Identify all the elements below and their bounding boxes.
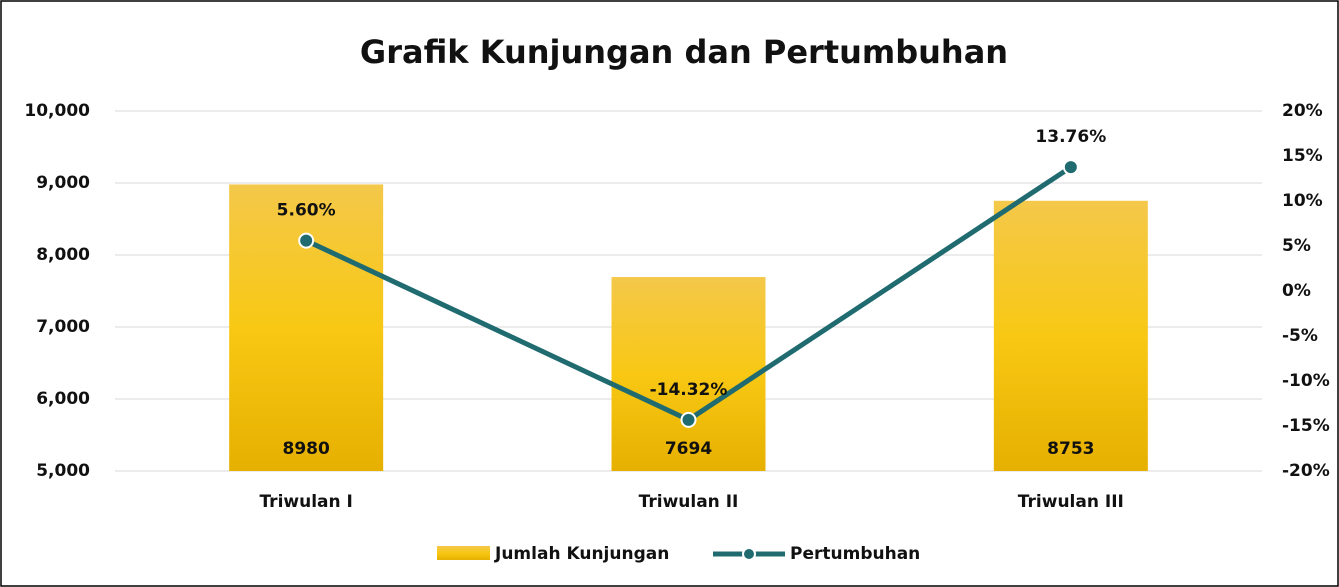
bar [611, 277, 766, 471]
legend-label: Pertumbuhan [790, 544, 920, 564]
y-tick-label: 9,000 [36, 173, 90, 193]
legend-swatch [437, 546, 490, 560]
y2-tick-label: 15% [1282, 146, 1323, 166]
y2-tick-label: -20% [1282, 461, 1330, 481]
line-marker [1062, 159, 1079, 176]
legend-swatch-marker [742, 547, 756, 561]
y2-tick-label: 5% [1282, 236, 1311, 256]
x-tick-label: Triwulan II [639, 492, 739, 512]
y2-tick-label: -5% [1282, 326, 1318, 346]
x-tick-label: Triwulan III [1018, 492, 1124, 512]
legend-label: Jumlah Kunjungan [494, 544, 669, 564]
y2-tick-label: 10% [1282, 191, 1323, 211]
bar-value-label: 8980 [283, 439, 330, 459]
y2-tick-label: 0% [1282, 281, 1311, 301]
line-marker [298, 232, 315, 249]
line-value-label: 13.76% [1035, 127, 1106, 147]
y-tick-label: 6,000 [36, 389, 90, 409]
y-tick-label: 5,000 [36, 461, 90, 481]
line-marker [680, 411, 697, 428]
chart-title: Grafik Kunjungan dan Pertumbuhan [360, 33, 1008, 71]
y2-tick-label: -10% [1282, 371, 1330, 391]
bar-value-label: 7694 [665, 439, 712, 459]
y2-tick-label: -15% [1282, 416, 1330, 436]
y2-tick-label: 20% [1282, 101, 1323, 121]
line-value-label: -14.32% [650, 380, 728, 400]
bar [229, 184, 384, 471]
y-tick-label: 8,000 [36, 245, 90, 265]
x-tick-label: Triwulan I [259, 492, 352, 512]
bar [993, 200, 1148, 471]
bar-value-label: 8753 [1047, 439, 1094, 459]
y-tick-label: 10,000 [24, 101, 90, 121]
y-tick-label: 7,000 [36, 317, 90, 337]
line-value-label: 5.60% [277, 201, 336, 221]
